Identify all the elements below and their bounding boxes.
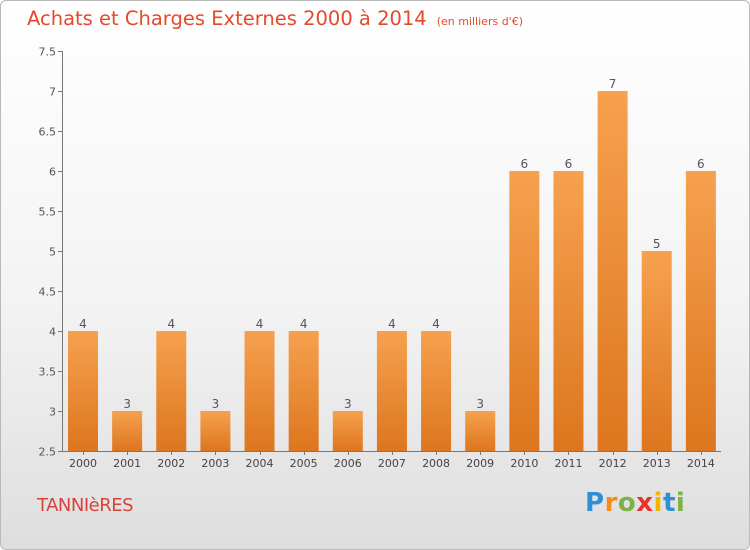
bar — [332, 411, 363, 451]
data-label: 4 — [300, 317, 308, 331]
y-tick-label: 4 — [49, 326, 56, 339]
y-tick-label: 2.5 — [39, 446, 57, 459]
x-tick-label: 2002 — [157, 457, 185, 470]
data-label: 4 — [167, 317, 175, 331]
x-tick-label: 2001 — [113, 457, 141, 470]
data-label: 4 — [256, 317, 264, 331]
y-tick-label: 3 — [49, 406, 56, 419]
x-tick-label: 2009 — [466, 457, 494, 470]
data-label: 6 — [521, 157, 529, 171]
bar — [112, 411, 143, 451]
y-tick-label: 7.5 — [39, 46, 57, 59]
x-tick-label: 2014 — [687, 457, 715, 470]
y-tick-label: 6.5 — [39, 126, 57, 139]
bar — [200, 411, 231, 451]
logo-letter: r — [604, 488, 618, 518]
x-tick-label: 2000 — [69, 457, 97, 470]
y-tick-label: 4.5 — [39, 286, 57, 299]
chart-title: Achats et Charges Externes 2000 à 2014 — [27, 7, 427, 30]
y-tick-label: 7 — [49, 86, 56, 99]
x-tick-label: 2012 — [599, 457, 627, 470]
bar — [288, 331, 319, 451]
commune-name: TANNIèRES — [37, 495, 134, 516]
data-label: 3 — [476, 397, 484, 411]
bar — [68, 331, 98, 451]
bar — [465, 411, 496, 451]
bar — [244, 331, 275, 451]
bar — [641, 251, 672, 451]
data-label: 3 — [212, 397, 220, 411]
x-tick-label: 2006 — [334, 457, 362, 470]
x-tick-label: 2004 — [246, 457, 274, 470]
bar — [509, 171, 540, 451]
x-tick-label: 2005 — [290, 457, 318, 470]
logo-letter: i — [653, 488, 663, 518]
data-label: 4 — [432, 317, 440, 331]
title-row: Achats et Charges Externes 2000 à 2014 (e… — [27, 7, 523, 30]
data-label: 3 — [344, 397, 352, 411]
data-label: 5 — [653, 237, 661, 251]
y-tick-label: 6 — [49, 166, 56, 179]
logo-letter: o — [617, 488, 637, 518]
data-label: 6 — [697, 157, 705, 171]
logo-letter: t — [662, 488, 676, 518]
logo-letter: i — [675, 488, 686, 518]
bar — [597, 91, 628, 451]
bar — [421, 331, 452, 451]
data-label: 4 — [79, 317, 87, 331]
logo-letter: x — [636, 488, 654, 518]
bar — [685, 171, 716, 451]
x-tick-label: 2013 — [643, 457, 671, 470]
y-tick-label: 3.5 — [39, 366, 57, 379]
data-label: 4 — [388, 317, 396, 331]
bar — [376, 331, 407, 451]
x-tick-label: 2007 — [378, 457, 406, 470]
data-label: 7 — [609, 77, 617, 91]
y-tick-label: 5 — [49, 246, 56, 259]
bar — [156, 331, 187, 451]
chart-unit: (en milliers d'€) — [436, 15, 523, 28]
y-tick-label: 5.5 — [39, 206, 57, 219]
data-label: 3 — [123, 397, 131, 411]
x-tick-label: 2011 — [554, 457, 582, 470]
logo-letter: P — [585, 488, 605, 518]
bar — [553, 171, 584, 451]
data-label: 6 — [565, 157, 573, 171]
x-tick-label: 2003 — [201, 457, 229, 470]
x-tick-label: 2010 — [510, 457, 538, 470]
proxiti-logo: Proxiti — [585, 488, 685, 518]
x-tick-label: 2008 — [422, 457, 450, 470]
